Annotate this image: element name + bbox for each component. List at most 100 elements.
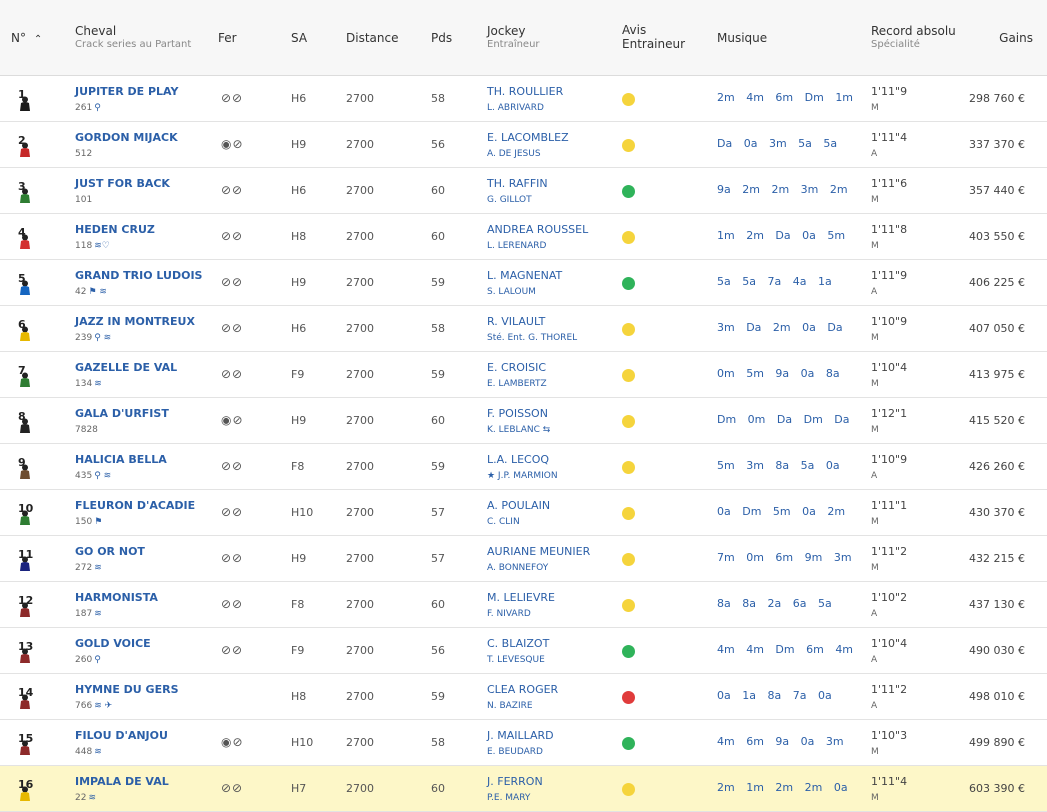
horseshoe-icon: ⊘⊘ (221, 91, 244, 105)
trainer-opinion-smiley-icon (622, 277, 635, 290)
table-row[interactable]: 3 JUST FOR BACK 101 ⊘⊘ H6 2700 60 TH. RAFFIN G. … (0, 168, 1047, 214)
table-row[interactable]: 4 HEDEN CRUZ 118 ≋♡ ⊘⊘ H8 2700 60 ANDREA ROUSSEL… (0, 214, 1047, 260)
musique-results[interactable]: 9a 2m 2m 3m 2m (717, 183, 848, 196)
trainer-link[interactable]: A. DE JESUS (487, 149, 541, 159)
horse-name-link[interactable]: HALICIA BELLA (75, 453, 167, 466)
table-row[interactable]: 8 GALA D'URFIST 7828 ◉⊘ H9 2700 60 F. POISSON K.… (0, 398, 1047, 444)
sex-age: H10 (291, 506, 314, 519)
jockey-link[interactable]: CLEA ROGER (487, 683, 559, 696)
jockey-link[interactable]: ANDREA ROUSSEL (487, 223, 589, 236)
jockey-link[interactable]: M. LELIEVRE (487, 591, 556, 604)
sa-header[interactable]: SA (291, 31, 308, 45)
jockey-link[interactable]: C. BLAIZOT (487, 637, 550, 650)
trainer-link[interactable]: N. BAZIRE (487, 701, 533, 711)
horse-header[interactable]: Cheval Crack series au Partant (75, 24, 191, 52)
gains-header[interactable]: Gains (999, 31, 1033, 45)
table-row[interactable]: 16 IMPALA DE VAL 22 ≋ ⊘⊘ H7 2700 60 J. FERRON P.E… (0, 766, 1047, 812)
trainer-link[interactable]: L. ABRIVARD (487, 103, 544, 113)
musique-header[interactable]: Musique (717, 31, 768, 45)
crack-badge-icons: ⚲ (94, 103, 101, 113)
horse-name-link[interactable]: GOLD VOICE (75, 637, 151, 650)
pds-header[interactable]: Pds (431, 31, 453, 45)
horse-name-link[interactable]: GRAND TRIO LUDOIS (75, 269, 203, 282)
table-row[interactable]: 9 HALICIA BELLA 435 ⚲ ≋ ⊘⊘ F8 2700 59 L.A. LECOQ… (0, 444, 1047, 490)
sex-age: H10 (291, 736, 314, 749)
table-row[interactable]: 1 JUPITER DE PLAY 261 ⚲ ⊘⊘ H6 2700 58 TH. ROULLI… (0, 76, 1047, 122)
trainer-link[interactable]: E. BEUDARD (487, 747, 543, 757)
musique-results[interactable]: 0a 1a 8a 7a 0a (717, 689, 832, 702)
horse-name-link[interactable]: HYMNE DU GERS (75, 683, 179, 696)
musique-results[interactable]: 8a 8a 2a 6a 5a (717, 597, 832, 610)
trainer-link[interactable]: E. LAMBERTZ (487, 379, 547, 389)
musique-results[interactable]: 1m 2m Da 0a 5m (717, 229, 846, 242)
musique-results[interactable]: 2m 4m 6m Dm 1m (717, 91, 854, 104)
table-row[interactable]: 2 GORDON MIJACK 512 ◉⊘ H9 2700 56 E. LACOMBLEZ A… (0, 122, 1047, 168)
horse-name-link[interactable]: GAZELLE DE VAL (75, 361, 178, 374)
jockey-link[interactable]: J. MAILLARD (487, 729, 554, 742)
horse-name-link[interactable]: JUST FOR BACK (75, 177, 170, 190)
jockey-header[interactable]: Jockey Entraîneur (487, 24, 540, 52)
table-row[interactable]: 12 HARMONISTA 187 ≋ ⊘⊘ F8 2700 60 M. LELIEVRE F. … (0, 582, 1047, 628)
horse-name-link[interactable]: HEDEN CRUZ (75, 223, 155, 236)
table-header: N° ⌃ Cheval Crack series au Partant Fer … (0, 0, 1047, 76)
musique-results[interactable]: Dm 0m Da Dm Da (717, 413, 850, 426)
record-header[interactable]: Record absolu Spécialité (871, 24, 956, 52)
jockey-link[interactable]: J. FERRON (487, 775, 543, 788)
jockey-link[interactable]: E. CROISIC (487, 361, 547, 374)
horse-name-link[interactable]: JUPITER DE PLAY (75, 85, 179, 98)
fer-header[interactable]: Fer (218, 31, 237, 45)
table-row[interactable]: 10 FLEURON D'ACADIE 150 ⚑ ⊘⊘ H10 2700 57 A. POUL… (0, 490, 1047, 536)
musique-results[interactable]: 5a 5a 7a 4a 1a (717, 275, 832, 288)
horse-name-link[interactable]: JAZZ IN MONTREUX (75, 315, 195, 328)
musique-results[interactable]: 2m 1m 2m 2m 0a (717, 781, 848, 794)
trainer-link[interactable]: C. CLIN (487, 517, 520, 527)
musique-results[interactable]: 4m 6m 9a 0a 3m (717, 735, 844, 748)
jockey-link[interactable]: F. POISSON (487, 407, 548, 420)
jockey-link[interactable]: R. VILAULT (487, 315, 546, 328)
jockey-link[interactable]: L.A. LECOQ (487, 453, 550, 466)
trainer-link[interactable]: T. LEVESQUE (487, 655, 545, 665)
trainer-link[interactable]: Sté. Ent. G. THOREL (487, 333, 578, 343)
trainer-link[interactable]: G. GILLOT (487, 195, 532, 205)
horse-name-link[interactable]: GALA D'URFIST (75, 407, 169, 420)
trainer-link[interactable]: P.E. MARY (487, 793, 531, 803)
musique-results[interactable]: 7m 0m 6m 9m 3m (717, 551, 852, 564)
trainer-link[interactable]: F. NIVARD (487, 609, 531, 619)
jockey-link[interactable]: A. POULAIN (487, 499, 551, 512)
jockey-link[interactable]: E. LACOMBLEZ (487, 131, 569, 144)
musique-results[interactable]: 0a Dm 5m 0a 2m (717, 505, 846, 518)
table-row[interactable]: 11 GO OR NOT 272 ≋ ⊘⊘ H9 2700 57 AURIANE MEUNIER… (0, 536, 1047, 582)
sort-asc-icon[interactable]: ⌃ (33, 34, 43, 45)
horse-name-link[interactable]: FILOU D'ANJOU (75, 729, 168, 742)
horse-name-link[interactable]: GORDON MIJACK (75, 131, 178, 144)
table-row[interactable]: 6 JAZZ IN MONTREUX 239 ⚲ ≋ ⊘⊘ H6 2700 58 R. VILA… (0, 306, 1047, 352)
jockey-link[interactable]: L. MAGNENAT (487, 269, 563, 282)
table-row[interactable]: 15 FILOU D'ANJOU 448 ≋ ◉⊘ H10 2700 58 J. MAILLAR… (0, 720, 1047, 766)
table-row[interactable]: 13 GOLD VOICE 260 ⚲ ⊘⊘ F9 2700 56 C. BLAIZOT T. L… (0, 628, 1047, 674)
musique-results[interactable]: 5m 3m 8a 5a 0a (717, 459, 840, 472)
trainer-link[interactable]: ★ J.P. MARMION (487, 471, 558, 481)
horse-name-link[interactable]: FLEURON D'ACADIE (75, 499, 196, 512)
table-row[interactable]: 7 GAZELLE DE VAL 134 ≋ ⊘⊘ F9 2700 59 E. CROISIC E… (0, 352, 1047, 398)
table-row[interactable]: 14 HYMNE DU GERS 766 ≋ ✈ H8 2700 59 CLEA ROGER N… (0, 674, 1047, 720)
table-row[interactable]: 5 GRAND TRIO LUDOIS 42 ⚑ ≋ ⊘⊘ H9 2700 59 L. MAGN… (0, 260, 1047, 306)
horse-name-link[interactable]: HARMONISTA (75, 591, 158, 604)
musique-results[interactable]: 3m Da 2m 0a Da (717, 321, 843, 334)
sort-number-header[interactable]: N° ⌃ (11, 31, 42, 47)
crack-series: 118 ≋♡ (75, 241, 110, 251)
horse-name-link[interactable]: GO OR NOT (75, 545, 145, 558)
musique-results[interactable]: 0m 5m 9a 0a 8a (717, 367, 840, 380)
musique-results[interactable]: Da 0a 3m 5a 5a (717, 137, 838, 150)
jockey-link[interactable]: AURIANE MEUNIER (487, 545, 591, 558)
avis-header[interactable]: Avis Entraineur (622, 23, 685, 51)
distance-header[interactable]: Distance (346, 31, 399, 45)
trainer-link[interactable]: A. BONNEFOY (487, 563, 549, 573)
horse-name-link[interactable]: IMPALA DE VAL (75, 775, 169, 788)
trainer-link[interactable]: L. LERENARD (487, 241, 547, 251)
horseshoe-icon: ⊘⊘ (221, 551, 244, 565)
jockey-link[interactable]: TH. RAFFIN (487, 177, 548, 190)
jockey-link[interactable]: TH. ROULLIER (487, 85, 564, 98)
trainer-link[interactable]: S. LALOUM (487, 287, 536, 297)
trainer-link[interactable]: K. LEBLANC ⇆ (487, 425, 551, 435)
musique-results[interactable]: 4m 4m Dm 6m 4m (717, 643, 854, 656)
